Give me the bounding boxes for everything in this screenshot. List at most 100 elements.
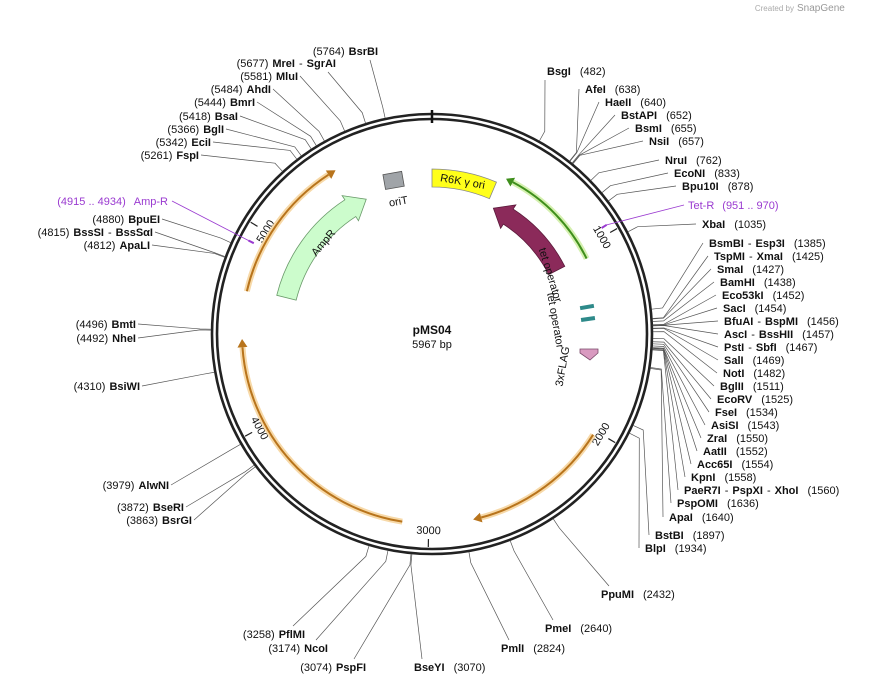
site-position: (5677) <box>237 58 269 70</box>
site-label: (4310) BsiWI <box>74 381 140 393</box>
site-name: BsaI <box>215 111 238 123</box>
site-label: (3979) AlwNI <box>103 480 169 492</box>
site-position: (3258) <box>243 629 275 641</box>
site-line <box>652 331 718 374</box>
site-position: (1560) <box>807 485 839 497</box>
site-name: SbfI <box>756 342 777 354</box>
site-label: (5366) BglI <box>167 124 224 136</box>
site-name: ApaI <box>669 512 693 524</box>
site-position: (3070) <box>454 662 486 674</box>
tick-label: 3000 <box>416 525 441 537</box>
site-label: HaeII (640) <box>605 97 666 109</box>
site-label: TspMI - XmaI (1425) <box>714 251 824 263</box>
site-line <box>571 114 616 164</box>
tet-operator-box <box>579 303 595 311</box>
site-line <box>315 550 389 641</box>
tick-mark <box>608 438 616 444</box>
site-name: MluI <box>276 71 298 83</box>
site-position: (2640) <box>580 623 612 635</box>
site-line <box>539 79 546 142</box>
tet-operator-box <box>580 316 596 322</box>
site-name: BsrBI <box>349 46 378 58</box>
site-position: (1558) <box>724 472 756 484</box>
site-name: EcoNI <box>674 168 705 180</box>
site-label: (5261) FspI <box>141 150 199 162</box>
site-line <box>650 368 664 518</box>
site-position: (1457) <box>802 329 834 341</box>
site-label: PspOMI (1636) <box>677 498 759 510</box>
site-label: Bpu10I (878) <box>682 181 753 193</box>
orf <box>512 181 588 260</box>
site-name: ZraI <box>707 433 727 445</box>
site-position: (1525) <box>761 394 793 406</box>
site-name: FseI <box>715 407 737 419</box>
tick-label: 2000 <box>590 421 613 448</box>
site-line <box>200 154 283 172</box>
site-position: (1897) <box>693 530 725 542</box>
site-position: (1543) <box>748 420 780 432</box>
site-line <box>652 347 702 439</box>
site-name: PaeR7I <box>684 485 721 497</box>
site-label: (4492) NheI <box>76 333 136 345</box>
site-line <box>652 347 698 452</box>
site-line <box>652 338 715 387</box>
site-label: PmlI (2824) <box>501 643 565 655</box>
site-position: (1385) <box>794 238 826 250</box>
site-position: (5484) <box>211 84 243 96</box>
site-label: NotI (1482) <box>723 368 785 380</box>
primer-label: (4915 .. 4934) Amp-R <box>57 196 168 208</box>
primer-mark <box>601 223 608 229</box>
site-name: AlwNI <box>138 480 169 492</box>
site-name: PspOMI <box>677 498 718 510</box>
site-name: BstBI <box>655 530 684 542</box>
site-name: AhdI <box>247 84 271 96</box>
site-line <box>652 325 719 335</box>
site-name: BssSI <box>73 227 104 239</box>
site-name: BsiWI <box>109 381 140 393</box>
site-name: PspFI <box>336 662 366 674</box>
site-name: SalI <box>724 355 744 367</box>
site-position: (1636) <box>727 498 759 510</box>
site-position: (4815) <box>38 227 70 239</box>
site-label: AscI - BssHII (1457) <box>724 329 834 341</box>
site-position: (4310) <box>74 381 106 393</box>
site-line <box>652 328 719 361</box>
site-line <box>410 554 423 660</box>
site-position: (1438) <box>764 277 796 289</box>
site-name: XhoI <box>775 485 799 497</box>
site-name: NotI <box>723 368 744 380</box>
site-label: AsiSI (1543) <box>711 420 779 432</box>
primer-name: Amp-R <box>134 196 168 208</box>
site-name: NcoI <box>304 643 328 655</box>
site-label: AatII (1552) <box>703 446 768 458</box>
site-position: (657) <box>678 136 704 148</box>
site-line <box>161 218 231 243</box>
site-name: MreI <box>272 58 295 70</box>
tick-label: 1000 <box>590 224 613 251</box>
site-separator: - <box>748 238 752 250</box>
site-label: Acc65I (1554) <box>697 459 773 471</box>
site-name: TspMI <box>714 251 745 263</box>
primer-line <box>171 200 249 241</box>
site-line <box>627 223 697 233</box>
site-label: (3258) PflMI <box>243 629 305 641</box>
site-position: (640) <box>640 97 666 109</box>
site-label: (5484) AhdI <box>211 84 271 96</box>
feature-label: 3xFLAG <box>554 346 573 388</box>
site-label: ZraI (1550) <box>707 433 768 445</box>
site-line <box>151 244 225 258</box>
site-position: (4880) <box>92 214 124 226</box>
site-position: (3174) <box>268 643 300 655</box>
site-position: (1425) <box>792 251 824 263</box>
site-label: (4880) BpuEI <box>92 214 160 226</box>
site-line <box>652 327 719 348</box>
site-label: (4496) BmtI <box>76 319 136 331</box>
site-line <box>552 518 610 587</box>
site-label: BamHI (1438) <box>720 277 796 289</box>
site-name: KpnI <box>691 472 715 484</box>
site-position: (1640) <box>702 512 734 524</box>
primer-mark <box>247 239 255 245</box>
tetr-arrow <box>492 204 566 276</box>
site-label: XbaI (1035) <box>702 219 766 231</box>
site-name: PspXI <box>732 485 763 497</box>
